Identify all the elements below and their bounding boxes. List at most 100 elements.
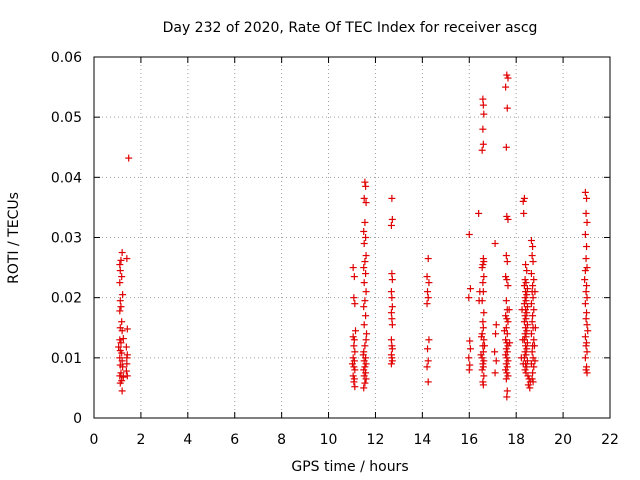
data-point bbox=[480, 273, 488, 281]
data-point bbox=[531, 288, 539, 296]
data-point bbox=[503, 387, 511, 395]
data-point bbox=[423, 363, 431, 371]
data-point bbox=[504, 372, 512, 380]
data-point bbox=[361, 379, 369, 387]
data-point bbox=[503, 354, 511, 362]
data-point bbox=[349, 264, 357, 272]
data-point bbox=[359, 351, 367, 359]
data-point bbox=[479, 288, 487, 296]
data-point bbox=[503, 104, 511, 112]
data-point bbox=[119, 373, 127, 381]
data-point bbox=[520, 300, 528, 308]
data-point bbox=[423, 273, 431, 281]
data-point bbox=[502, 297, 510, 305]
y-tick-label: 0.06 bbox=[51, 50, 82, 66]
data-point bbox=[360, 321, 368, 329]
data-point bbox=[521, 276, 529, 284]
data-point bbox=[479, 324, 487, 332]
data-point bbox=[388, 294, 396, 302]
x-tick-label: 18 bbox=[507, 432, 525, 448]
data-point bbox=[502, 351, 510, 359]
data-point bbox=[523, 267, 531, 275]
y-tick-label: 0.02 bbox=[51, 291, 82, 307]
x-tick-label: 4 bbox=[183, 432, 192, 448]
data-point bbox=[520, 318, 528, 326]
data-point bbox=[582, 288, 590, 296]
data-point bbox=[360, 384, 368, 392]
data-point bbox=[479, 279, 487, 287]
data-point bbox=[583, 294, 591, 302]
data-point bbox=[348, 360, 356, 368]
data-point bbox=[530, 306, 538, 314]
data-point bbox=[350, 336, 358, 344]
data-point bbox=[503, 393, 511, 401]
data-point bbox=[425, 279, 433, 287]
data-point bbox=[500, 327, 508, 335]
data-point bbox=[479, 140, 487, 148]
data-point bbox=[480, 357, 488, 365]
data-point bbox=[502, 143, 510, 151]
data-point bbox=[529, 312, 537, 320]
data-point bbox=[523, 363, 531, 371]
data-point bbox=[480, 309, 488, 317]
data-point bbox=[360, 227, 368, 235]
data-point bbox=[519, 336, 527, 344]
data-point bbox=[119, 363, 127, 371]
data-point bbox=[388, 194, 396, 202]
data-point bbox=[502, 366, 510, 374]
data-point bbox=[504, 215, 512, 223]
data-point bbox=[363, 330, 371, 338]
data-point bbox=[522, 297, 530, 305]
data-point bbox=[424, 357, 432, 365]
data-point bbox=[504, 282, 512, 290]
data-point bbox=[523, 327, 531, 335]
data-point bbox=[517, 354, 525, 362]
data-point bbox=[116, 372, 124, 380]
data-point bbox=[502, 360, 510, 368]
data-point bbox=[349, 354, 357, 362]
data-point bbox=[522, 351, 530, 359]
data-point bbox=[503, 71, 511, 79]
data-point bbox=[522, 261, 530, 269]
chart-title: Day 232 of 2020, Rate Of TEC Index for r… bbox=[163, 20, 538, 36]
data-point bbox=[116, 379, 124, 387]
data-point bbox=[119, 291, 127, 299]
data-point bbox=[116, 267, 124, 275]
data-point bbox=[528, 252, 536, 260]
data-point bbox=[504, 357, 512, 365]
data-point bbox=[388, 215, 396, 223]
data-point bbox=[582, 255, 590, 263]
data-point bbox=[522, 333, 530, 341]
y-tick-label: 0 bbox=[73, 411, 82, 427]
data-point bbox=[503, 276, 511, 284]
data-point bbox=[502, 345, 510, 353]
data-point bbox=[465, 366, 473, 374]
data-point bbox=[478, 330, 486, 338]
data-point bbox=[361, 258, 369, 266]
data-point bbox=[116, 279, 124, 287]
data-point bbox=[520, 209, 528, 217]
x-tick-label: 6 bbox=[230, 432, 239, 448]
data-point bbox=[478, 146, 486, 154]
data-point bbox=[502, 273, 510, 281]
data-point bbox=[529, 258, 537, 266]
data-point bbox=[117, 369, 125, 377]
data-point bbox=[475, 209, 483, 217]
x-tick-label: 20 bbox=[554, 432, 572, 448]
data-point bbox=[492, 330, 500, 338]
data-point bbox=[527, 300, 535, 308]
data-point bbox=[361, 297, 369, 305]
data-point bbox=[351, 383, 359, 391]
data-point bbox=[118, 327, 126, 335]
data-point bbox=[492, 357, 500, 365]
data-point bbox=[465, 354, 473, 362]
data-point bbox=[479, 363, 487, 371]
data-point bbox=[478, 264, 486, 272]
data-point bbox=[581, 333, 589, 341]
data-point bbox=[582, 315, 590, 323]
data-point bbox=[521, 312, 529, 320]
data-point bbox=[527, 237, 535, 245]
data-point bbox=[116, 261, 124, 269]
